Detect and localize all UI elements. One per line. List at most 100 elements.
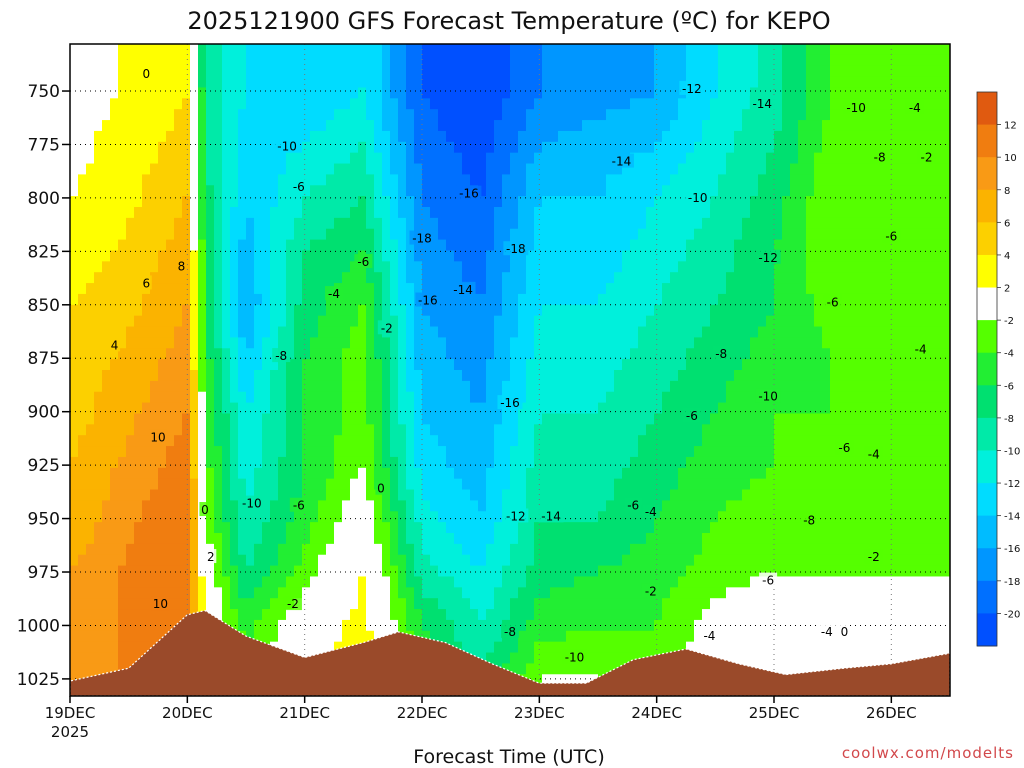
temperature-cell <box>390 359 399 371</box>
temperature-cell <box>718 152 727 165</box>
temperature-cell <box>486 500 495 512</box>
temperature-cell <box>542 120 551 132</box>
temperature-cell <box>710 500 719 512</box>
temperature-cell <box>398 130 407 143</box>
temperature-cell <box>350 424 359 436</box>
temperature-cell <box>662 304 671 317</box>
temperature-cell <box>678 402 687 415</box>
temperature-cell <box>710 435 719 447</box>
temperature-cell <box>502 98 511 110</box>
temperature-cell <box>334 207 343 219</box>
temperature-cell <box>318 207 327 219</box>
temperature-cell <box>310 326 319 338</box>
temperature-cell <box>318 359 327 371</box>
temperature-cell <box>694 565 703 578</box>
temperature-cell <box>374 239 383 252</box>
temperature-cell <box>86 489 95 501</box>
temperature-cell <box>566 239 575 252</box>
temperature-cell <box>526 522 535 534</box>
temperature-cell <box>230 283 239 295</box>
temperature-cell <box>646 207 655 219</box>
temperature-cell <box>94 76 103 89</box>
temperature-cell <box>78 641 87 654</box>
temperature-cell <box>678 130 687 143</box>
temperature-cell <box>550 489 559 501</box>
temperature-cell <box>78 272 87 284</box>
temperature-cell <box>102 250 111 262</box>
temperature-cell <box>238 456 247 469</box>
temperature-cell <box>430 533 439 545</box>
temperature-cell <box>590 207 599 219</box>
temperature-cell <box>142 554 151 567</box>
temperature-cell <box>534 217 543 230</box>
temperature-cell <box>182 141 191 154</box>
temperature-cell <box>366 565 375 578</box>
temperature-cell <box>726 120 735 132</box>
temperature-cell <box>262 619 271 632</box>
temperature-cell <box>566 65 575 78</box>
temperature-cell <box>86 283 95 295</box>
temperature-cell <box>630 44 639 56</box>
temperature-cell <box>142 630 151 643</box>
temperature-cell <box>686 500 695 512</box>
temperature-cell <box>550 380 559 393</box>
temperature-cell <box>286 543 295 556</box>
temperature-cell <box>318 478 327 491</box>
temperature-cell <box>694 293 703 306</box>
temperature-cell <box>534 663 543 675</box>
temperature-cell <box>310 44 319 56</box>
temperature-cell <box>78 576 87 588</box>
temperature-cell <box>606 54 615 67</box>
temperature-cell <box>222 446 231 458</box>
temperature-cell <box>526 326 535 338</box>
temperature-cell <box>718 185 727 197</box>
temperature-cell <box>710 207 719 219</box>
temperature-cell <box>558 293 567 306</box>
temperature-cell <box>86 500 95 512</box>
temperature-cell <box>726 283 735 295</box>
temperature-cell <box>414 76 423 89</box>
temperature-cell <box>198 87 207 99</box>
temperature-cell <box>446 446 455 458</box>
temperature-cell <box>134 185 143 197</box>
temperature-cell <box>78 424 87 436</box>
temperature-cell <box>534 196 543 208</box>
temperature-cell <box>390 120 399 132</box>
temperature-cell <box>102 196 111 208</box>
temperature-cell <box>694 98 703 110</box>
temperature-cell <box>174 435 183 447</box>
temperature-cell <box>358 435 367 447</box>
temperature-cell <box>462 348 471 360</box>
temperature-cell <box>198 250 207 262</box>
temperature-cell <box>126 326 135 338</box>
temperature-cell <box>334 522 343 534</box>
temperature-cell <box>238 120 247 132</box>
temperature-cell <box>254 44 263 56</box>
temperature-cell <box>662 609 671 621</box>
temperature-cell <box>238 511 247 523</box>
temperature-cell <box>718 196 727 208</box>
temperature-cell <box>86 380 95 393</box>
temperature-cell <box>662 250 671 262</box>
temperature-cell <box>494 130 503 143</box>
temperature-cell <box>382 228 391 241</box>
temperature-cell <box>446 315 455 328</box>
temperature-cell <box>406 456 415 469</box>
temperature-cell <box>102 98 111 110</box>
temperature-cell <box>166 272 175 284</box>
temperature-cell <box>318 54 327 67</box>
temperature-cell <box>214 370 223 382</box>
temperature-cell <box>462 337 471 349</box>
temperature-cell <box>558 576 567 588</box>
temperature-cell <box>678 619 687 632</box>
temperature-cell <box>206 65 215 78</box>
temperature-cell <box>342 283 351 295</box>
temperature-cell <box>502 370 511 382</box>
temperature-cell <box>158 413 167 425</box>
temperature-cell <box>230 554 239 567</box>
temperature-cell <box>262 609 271 621</box>
temperature-cell <box>470 478 479 491</box>
temperature-cell <box>606 641 615 654</box>
temperature-cell <box>630 467 639 480</box>
temperature-cell <box>478 413 487 425</box>
